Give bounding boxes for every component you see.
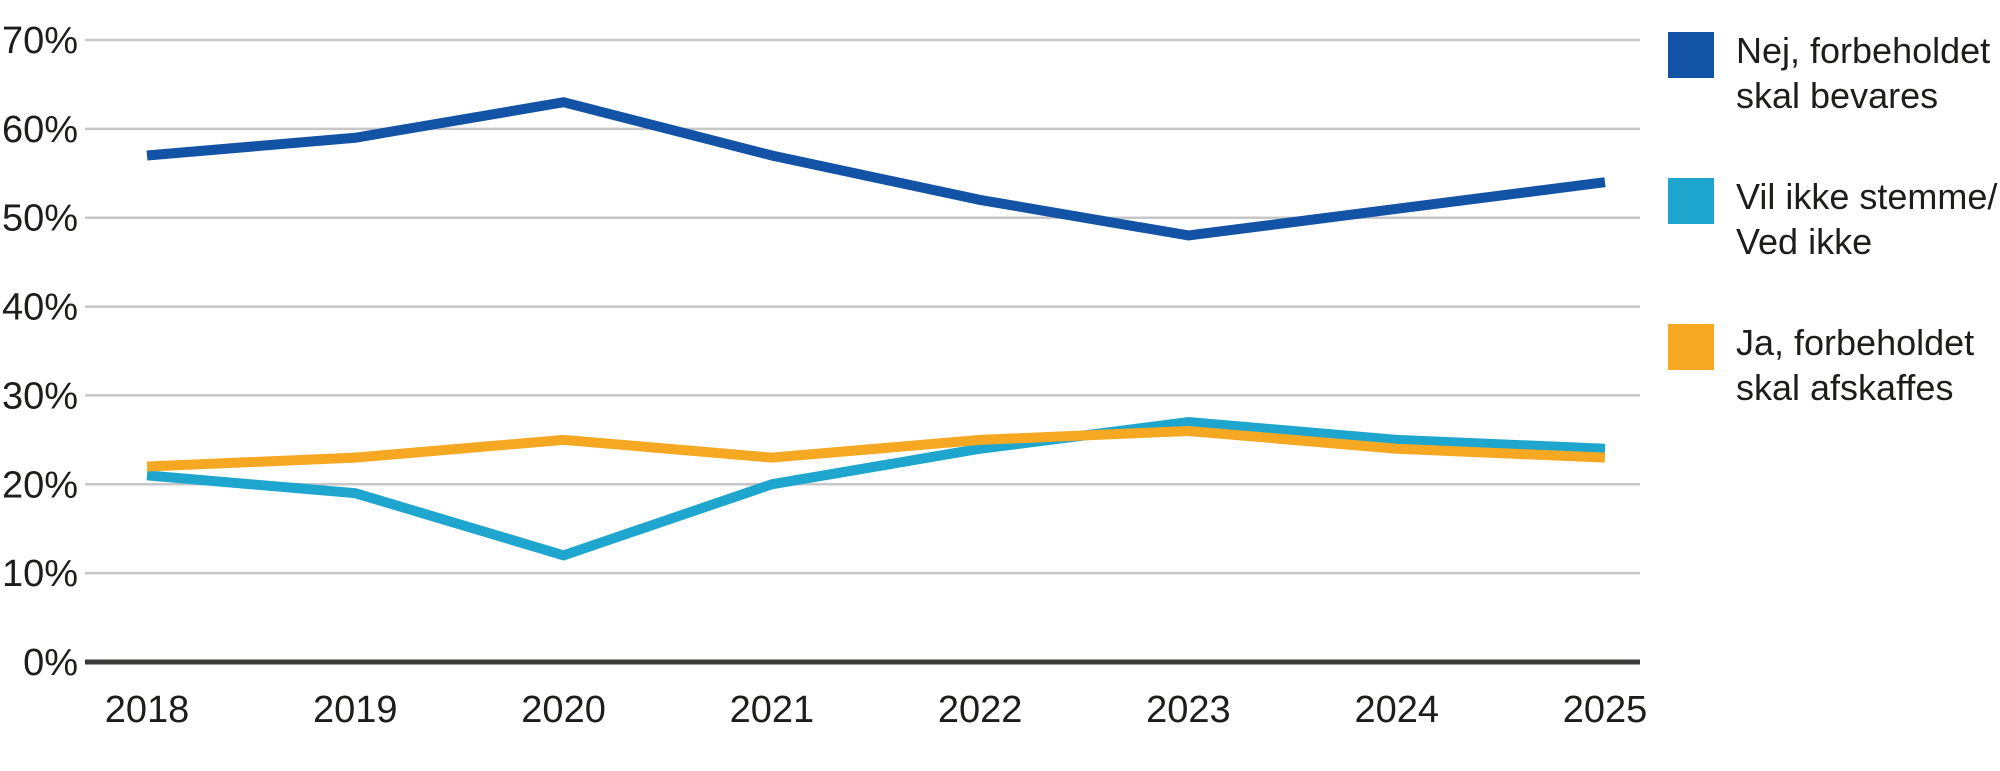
x-tick-label: 2020 xyxy=(521,689,606,731)
y-tick-label: 50% xyxy=(2,198,78,240)
y-tick-label: 0% xyxy=(23,642,78,684)
y-tick-label: 20% xyxy=(2,464,78,506)
x-tick-label: 2025 xyxy=(1563,689,1648,731)
legend-swatch xyxy=(1668,32,1714,78)
y-tick-label: 70% xyxy=(2,20,78,62)
y-tick-label: 60% xyxy=(2,109,78,151)
x-tick-label: 2021 xyxy=(730,689,815,731)
legend-item: Nej, forbeholdet skal bevares xyxy=(1668,28,1991,118)
legend-item: Vil ikke stemme/Ved ikke xyxy=(1668,174,1997,264)
series-line-vil-ikke-stemme-ved-ikke xyxy=(146,417,1606,561)
legend-swatch xyxy=(1668,324,1714,370)
legend-swatch xyxy=(1668,178,1714,224)
series-line-nej-forbeholdet-skal-bevares xyxy=(146,97,1606,241)
x-tick-label: 2024 xyxy=(1354,689,1439,731)
legend-item: Ja, forbeholdet skal afskaffes xyxy=(1668,320,1988,410)
series-line-ja-forbeholdet-skal-afskaffes xyxy=(146,425,1606,472)
y-tick-label: 10% xyxy=(2,553,78,595)
x-tick-label: 2023 xyxy=(1146,689,1231,731)
legend-label: Ja, forbeholdet skal afskaffes xyxy=(1736,322,1975,408)
x-tick-label: 2019 xyxy=(313,689,398,731)
y-tick-label: 30% xyxy=(2,375,78,417)
chart-legend: Nej, forbeholdet skal bevares Vil ikke ste… xyxy=(1668,28,1997,410)
legend-label: Vil ikke stemme/Ved ikke xyxy=(1736,176,1998,262)
y-tick-label: 40% xyxy=(2,287,78,329)
x-tick-label: 2018 xyxy=(105,689,190,731)
x-tick-label: 2022 xyxy=(938,689,1023,731)
legend-label: Nej, forbeholdet skal bevares xyxy=(1736,30,1991,116)
